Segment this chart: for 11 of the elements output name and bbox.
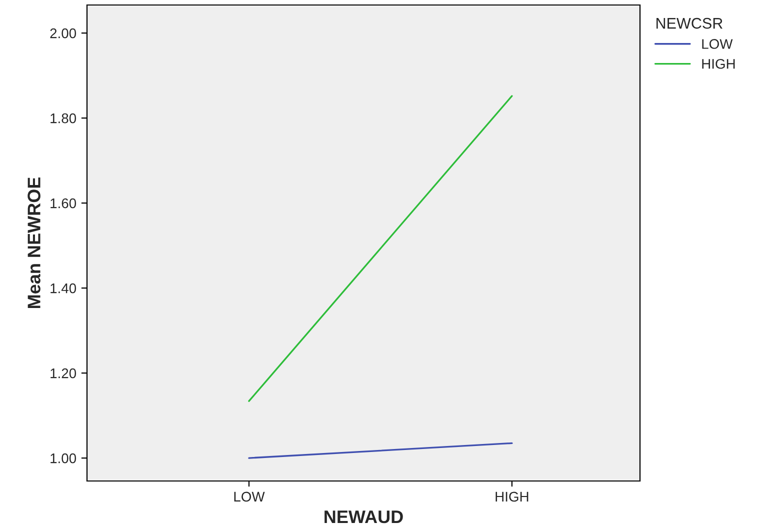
y-tick-label: 1.40: [50, 283, 76, 294]
legend-title: NEWCSR: [656, 18, 722, 29]
y-tick-label: 1.00: [50, 453, 76, 464]
legend-label: LOW: [702, 39, 733, 49]
y-tick-label: 1.80: [50, 113, 76, 124]
y-tick-label: 1.20: [50, 368, 76, 378]
x-axis-title: NEWAUD: [324, 510, 403, 524]
y-axis-title: Mean NEWROE: [28, 177, 40, 308]
y-tick-label: 2.00: [50, 28, 76, 38]
legend-label: HIGH: [702, 58, 735, 69]
y-tick-label: 1.60: [50, 198, 76, 208]
